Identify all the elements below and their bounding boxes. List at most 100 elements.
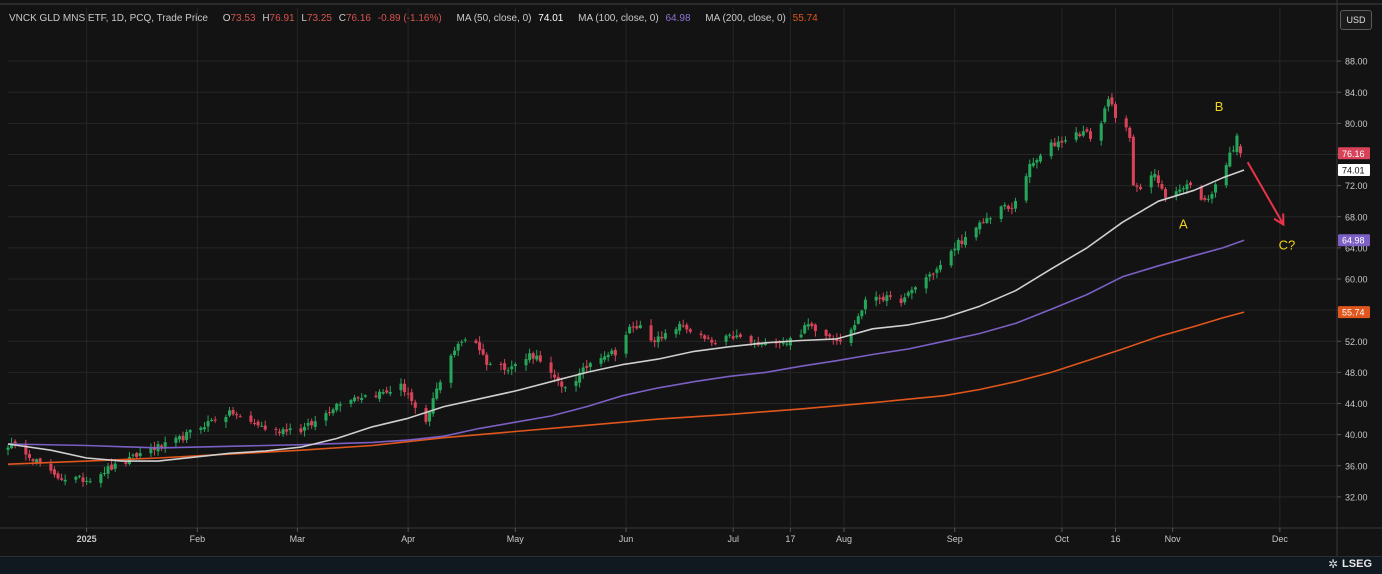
candle-body (603, 356, 607, 360)
price-tag (1338, 306, 1370, 319)
brand-footer: ✲ LSEG (1328, 557, 1372, 571)
candle-body (35, 459, 39, 463)
candle-body (610, 350, 614, 355)
x-tick-label: 16 (1110, 534, 1120, 544)
candle-body (760, 343, 764, 345)
candle-body (1010, 207, 1014, 209)
candle-body (1074, 132, 1078, 140)
candle-body (563, 387, 567, 389)
candle-body (1085, 129, 1089, 132)
candle-body (474, 340, 478, 343)
candle-body (388, 391, 392, 394)
candle-body (38, 458, 42, 464)
x-tick-label: Dec (1272, 534, 1289, 544)
candle-body (903, 297, 907, 303)
candle-body (1228, 152, 1232, 167)
x-tick-label: Oct (1055, 534, 1070, 544)
currency-button[interactable]: USD (1340, 10, 1372, 30)
close-value: 76.16 (345, 13, 371, 24)
candle-body (331, 409, 335, 414)
y-tick-label: 40.00 (1345, 430, 1368, 440)
candle-body (1049, 142, 1053, 157)
candle-body (931, 273, 935, 275)
y-tick-label: 48.00 (1345, 368, 1368, 378)
candle-body (678, 323, 682, 331)
y-tick-label: 32.00 (1345, 492, 1368, 502)
x-tick-label: Nov (1165, 534, 1182, 544)
candle-body (631, 326, 635, 328)
candle-body (528, 353, 532, 361)
candle-body (460, 341, 464, 343)
arrowhead (1273, 213, 1285, 227)
candle-body (681, 325, 685, 327)
candle-body (85, 480, 89, 482)
candle-body (928, 274, 932, 277)
candle-body (1028, 163, 1032, 178)
candle-body (31, 459, 35, 462)
candle-body (703, 335, 707, 339)
candle-body (999, 206, 1003, 219)
wave-annotation-a: A (1179, 216, 1188, 231)
y-tick-label: 64.00 (1345, 243, 1368, 253)
x-tick-label: Feb (190, 534, 206, 544)
candle-body (428, 412, 432, 422)
price-tag-label: 74.01 (1342, 165, 1365, 175)
candle-body (149, 448, 153, 454)
candle-body (860, 310, 864, 317)
y-tick-label: 72.00 (1345, 181, 1368, 191)
y-tick-label: 52.00 (1345, 337, 1368, 347)
candle-body (724, 335, 728, 342)
candle-body (206, 421, 210, 427)
candle-body (1031, 162, 1035, 166)
instrument-name: VNCK GLD MNS ETF, 1D, PCQ, Trade Price (9, 13, 208, 24)
candle-body (838, 339, 842, 342)
candle-body (252, 423, 257, 425)
x-tick-label: May (507, 534, 525, 544)
candle-body (1103, 108, 1107, 123)
price-tag-label: 76.16 (1342, 149, 1365, 159)
x-tick-label: Jun (619, 534, 634, 544)
candle-body (710, 339, 714, 343)
candle-body (360, 397, 364, 401)
x-tick-label: Aug (836, 534, 852, 544)
candle-body (24, 443, 28, 455)
candle-body (653, 340, 657, 342)
candle-body (531, 353, 535, 359)
candle-body (381, 392, 385, 394)
candle-body (553, 374, 557, 378)
candle-body (985, 218, 989, 223)
ma100-value: 64.98 (665, 13, 691, 24)
candle-body (435, 388, 439, 399)
candle-body (353, 397, 357, 402)
candle-body (649, 325, 653, 341)
candle-body (385, 390, 389, 393)
candle-body (881, 296, 885, 301)
candle-body (1081, 131, 1085, 136)
candle-body (88, 481, 92, 483)
candle-body (81, 477, 85, 482)
projection-arrow (1246, 161, 1285, 226)
price-tag (1338, 147, 1370, 160)
candle-body (1203, 197, 1207, 200)
candle-body (363, 395, 367, 397)
wave-annotation-c: C? (1279, 237, 1296, 252)
candle-body (202, 427, 207, 430)
candle-body (453, 350, 457, 356)
candle-body (6, 447, 10, 450)
candle-body (102, 473, 106, 475)
candle-body (660, 336, 664, 339)
low-label: L (301, 13, 307, 24)
wave-annotation-b: B (1215, 99, 1224, 114)
y-tick-label: 80.00 (1345, 119, 1368, 129)
candle-body (481, 349, 485, 355)
candle-body (485, 354, 489, 365)
candle-body (588, 363, 592, 367)
candle-body (10, 443, 14, 449)
candle-body (910, 289, 914, 294)
candle-body (49, 463, 53, 471)
x-tick-label: 17 (785, 534, 795, 544)
candle-body (463, 339, 467, 341)
